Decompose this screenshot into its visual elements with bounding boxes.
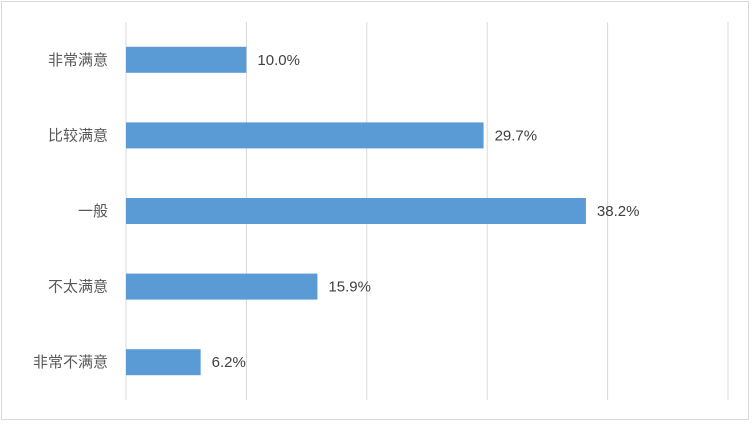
bar <box>126 273 318 300</box>
data-labels: 10.0% 29.7% 38.2% 15.9% 6.2% <box>212 52 640 371</box>
data-label: 29.7% <box>495 127 538 144</box>
data-label: 6.2% <box>212 354 246 371</box>
bar <box>126 349 201 376</box>
bar <box>126 198 586 224</box>
gridlines <box>125 22 729 400</box>
data-label: 15.9% <box>328 279 371 296</box>
bars <box>126 46 586 376</box>
category-label: 一般 <box>78 202 108 220</box>
category-label: 非常满意 <box>48 51 108 69</box>
category-label: 非常不满意 <box>33 353 108 371</box>
bar <box>126 46 247 73</box>
category-label: 比较满意 <box>48 126 108 144</box>
category-label: 不太满意 <box>48 278 108 296</box>
data-label: 10.0% <box>257 52 300 69</box>
data-label: 38.2% <box>597 203 640 220</box>
bar <box>126 122 484 149</box>
